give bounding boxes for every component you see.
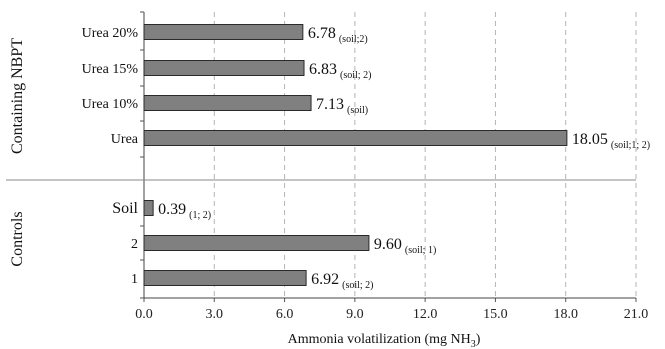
category-label: Soil [112, 200, 138, 217]
x-tick-label: 21.0 [624, 307, 649, 322]
axes [6, 11, 637, 302]
data-label-note: (soil) [347, 105, 368, 116]
category-labels: Urea 20% Urea 15% Urea 10% Urea Soil 2 1 [82, 26, 139, 287]
x-tick-label: 15.0 [483, 307, 508, 322]
category-label: 2 [131, 237, 138, 252]
data-label-note: (soil; 2) [342, 280, 373, 291]
category-label: Urea [111, 132, 139, 147]
bar [143, 130, 568, 146]
bar [143, 270, 307, 286]
x-tick-label: 6.0 [276, 307, 294, 322]
group-label: Controls [9, 211, 26, 266]
data-label-value: 18.05 [572, 131, 608, 148]
bar [143, 235, 370, 251]
data-label: 7.13 (soil) [316, 96, 368, 116]
x-axis-title: Ammonia volatilization (mg NH3) [288, 332, 481, 349]
data-label-note: (1; 2) [189, 210, 211, 221]
x-tick-label: 3.0 [206, 307, 224, 322]
x-tick-label: 12.0 [413, 307, 438, 322]
group-labels: Containing NBPT Controls [9, 38, 26, 267]
x-tick-label: 0.0 [135, 307, 153, 322]
data-label-value: 6.78 [308, 25, 336, 42]
data-label-value: 6.83 [309, 61, 337, 78]
data-label-note: (soil; 2) [340, 70, 371, 81]
x-axis-title-end: ) [476, 332, 481, 347]
data-label-value: 7.13 [316, 96, 344, 113]
data-label-value: 6.92 [311, 271, 339, 288]
tick-labels: 0.0 3.0 6.0 9.0 12.0 15.0 18.0 21.0 [135, 307, 648, 322]
bar [143, 95, 312, 111]
bar [143, 200, 154, 216]
data-label: 6.92 (soil; 2) [311, 271, 373, 291]
group-label: Containing NBPT [9, 38, 26, 154]
bar [143, 24, 304, 40]
data-label: 6.83 (soil; 2) [309, 61, 371, 81]
x-axis-title-subscript: 3 [471, 339, 476, 349]
data-label: 6.78 (soil;2) [308, 25, 368, 45]
bars [143, 24, 568, 286]
x-tick-label: 18.0 [553, 307, 578, 322]
category-label: Urea 15% [82, 62, 139, 77]
data-label-note: (soil; 1) [405, 245, 436, 256]
data-label: 18.05 (soil;1; 2) [572, 131, 650, 151]
data-label-value: 9.60 [374, 236, 402, 253]
value-labels: 6.78 (soil;2)6.83 (soil; 2)7.13 (soil)18.05… [158, 25, 650, 291]
data-label-note: (soil;2) [339, 34, 368, 45]
data-label: 9.60 (soil; 1) [374, 236, 436, 256]
category-label: Urea 20% [82, 26, 139, 41]
data-label-value: 0.39 [158, 201, 186, 218]
bar [143, 60, 305, 76]
data-label: 0.39 (1; 2) [158, 201, 211, 221]
category-label: Urea 10% [82, 97, 139, 112]
x-tick-label: 9.0 [346, 307, 364, 322]
data-label-note: (soil;1; 2) [611, 140, 650, 151]
category-label: 1 [131, 272, 138, 287]
